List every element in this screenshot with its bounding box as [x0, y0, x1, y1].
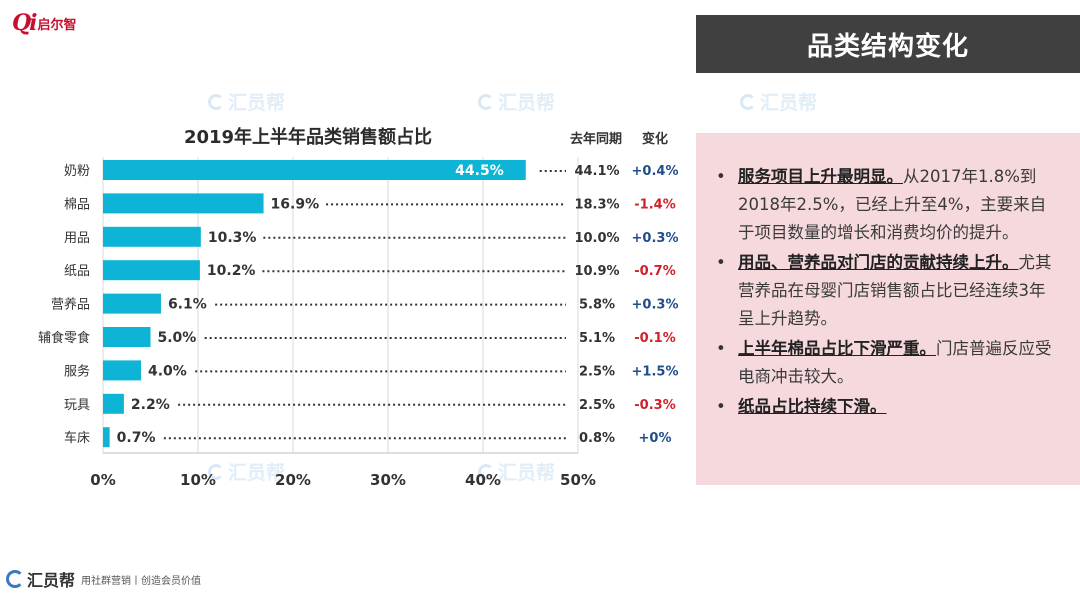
last-year-value: 18.3% — [574, 197, 619, 212]
bar — [103, 427, 110, 448]
change-value: +1.5% — [632, 364, 679, 379]
change-value: -0.1% — [634, 331, 675, 346]
watermark-text: 汇员帮 — [760, 92, 818, 114]
category-label: 用品 — [64, 231, 90, 246]
change-value: -0.3% — [634, 398, 675, 413]
bar — [103, 393, 124, 414]
watermark-icon — [208, 93, 224, 110]
bar — [103, 160, 526, 180]
category-label: 服务 — [64, 363, 90, 379]
category-share-chart: 2019年上半年品类销售额占比 0% 10% 20% 30% 40% 50% 去年同期 变化奶粉… — [38, 126, 679, 489]
bar-value-label: 2.2% — [131, 397, 170, 413]
note-highlight: 上半年棉品占比下滑严重。 — [738, 339, 936, 358]
logo-mark: Qi — [12, 10, 37, 36]
bar — [103, 327, 151, 347]
x-tick-label: 0% — [90, 471, 115, 489]
watermark: 汇员帮 — [208, 458, 285, 485]
footer-brand: 汇员帮 — [27, 571, 76, 590]
note-item: • 纸品占比持续下滑。 — [716, 393, 1060, 421]
bar — [103, 260, 200, 281]
note-text: 尤其营养品在母婴门店销售额占比已经连续3年呈上升趋势。 — [738, 253, 1052, 328]
note-item: • 上半年棉品占比下滑严重。门店普遍反应受电商冲击较大。 — [716, 335, 1060, 391]
note-text: 从2017年1.8%到2018年2.5%，已经上升至4%，主要来自于项目数量的增… — [738, 167, 1047, 242]
bullet-icon: • — [716, 167, 726, 186]
note-highlight: 用品、营养品对门店的贡献持续上升。 — [738, 253, 1019, 272]
last-year-value: 0.8% — [579, 431, 615, 446]
watermark-text: 汇员帮 — [498, 92, 556, 114]
note-item: • 用品、营养品对门店的贡献持续上升。尤其营养品在母婴门店销售额占比已经连续3年呈… — [716, 249, 1060, 333]
table-header-last-year: 去年同期 — [570, 131, 622, 147]
watermark-icon — [478, 93, 494, 110]
bar-value-label: 10.2% — [207, 263, 256, 279]
notes-panel: • 服务项目上升最明显。从2017年1.8%到2018年2.5%，已经上升至4%，… — [696, 133, 1080, 485]
bullet-icon: • — [716, 253, 726, 272]
watermark-icon — [740, 93, 756, 110]
last-year-value: 5.8% — [579, 298, 615, 313]
x-tick-label: 50% — [560, 471, 596, 489]
bar — [103, 293, 161, 314]
watermark: 汇员帮 — [478, 458, 555, 485]
page-title: 品类结构变化 — [696, 15, 1080, 73]
bullet-icon: • — [716, 339, 726, 358]
x-tick-label: 30% — [370, 471, 406, 489]
bar-value-label: 0.7% — [117, 430, 156, 446]
note-highlight: 纸品占比持续下滑。 — [738, 397, 887, 416]
bar — [103, 226, 201, 247]
category-label: 奶粉 — [64, 164, 90, 179]
watermark: 汇员帮 — [208, 88, 285, 115]
bar-value-label: 5.0% — [158, 330, 197, 346]
last-year-value: 10.0% — [574, 231, 619, 246]
note-item: • 服务项目上升最明显。从2017年1.8%到2018年2.5%，已经上升至4%，… — [716, 163, 1060, 247]
change-value: -1.4% — [634, 197, 675, 212]
change-value: +0.3% — [632, 298, 679, 313]
watermark: 汇员帮 — [478, 88, 555, 115]
note-highlight: 服务项目上升最明显。 — [738, 167, 903, 186]
table-header-change: 变化 — [642, 131, 668, 147]
footer: 汇员帮 用社群营销丨创造会员价值 — [6, 568, 201, 590]
bar-value-label: 6.1% — [168, 297, 207, 313]
logo-text: 启尔智 — [37, 17, 77, 33]
bar-value-label: 10.3% — [208, 230, 257, 246]
x-tick-label: 10% — [180, 471, 216, 489]
watermark-icon — [478, 463, 494, 480]
category-label: 车床 — [64, 430, 90, 446]
change-value: +0.4% — [632, 164, 679, 179]
change-value: -0.7% — [634, 264, 675, 279]
category-label: 辅食零食 — [38, 330, 90, 346]
last-year-value: 5.1% — [579, 331, 615, 346]
footer-logo-icon — [6, 570, 24, 588]
note-text: 门店普遍反应受电商冲击较大。 — [738, 339, 1052, 386]
watermark: 汇员帮 — [740, 88, 817, 115]
change-value: +0% — [639, 431, 672, 446]
bar — [103, 360, 141, 381]
bullet-icon: • — [716, 397, 726, 416]
notes-list: • 服务项目上升最明显。从2017年1.8%到2018年2.5%，已经上升至4%，… — [696, 133, 1080, 421]
bar-value-label: 44.5% — [455, 163, 504, 179]
watermark-text: 汇员帮 — [228, 92, 286, 114]
category-label: 棉品 — [64, 197, 90, 212]
footer-slogan: 用社群营销丨创造会员价值 — [81, 575, 202, 587]
bar — [103, 193, 264, 214]
last-year-value: 2.5% — [579, 364, 615, 379]
category-label: 营养品 — [51, 297, 90, 313]
watermark-text: 汇员帮 — [228, 462, 286, 484]
watermark-text: 汇员帮 — [498, 462, 556, 484]
chart-title: 2019年上半年品类销售额占比 — [184, 126, 432, 148]
x-tick-label: 40% — [465, 471, 501, 489]
watermark-icon — [208, 463, 224, 480]
last-year-value: 2.5% — [579, 398, 615, 413]
change-value: +0.3% — [632, 231, 679, 246]
last-year-value: 44.1% — [574, 164, 619, 179]
last-year-value: 10.9% — [574, 264, 619, 279]
x-tick-label: 20% — [275, 471, 311, 489]
bar-value-label: 16.9% — [271, 196, 320, 212]
category-label: 玩具 — [64, 398, 90, 413]
brand-logo: Qi 启尔智 — [12, 10, 77, 36]
bar-value-label: 4.0% — [148, 363, 187, 379]
category-label: 纸品 — [64, 264, 90, 279]
